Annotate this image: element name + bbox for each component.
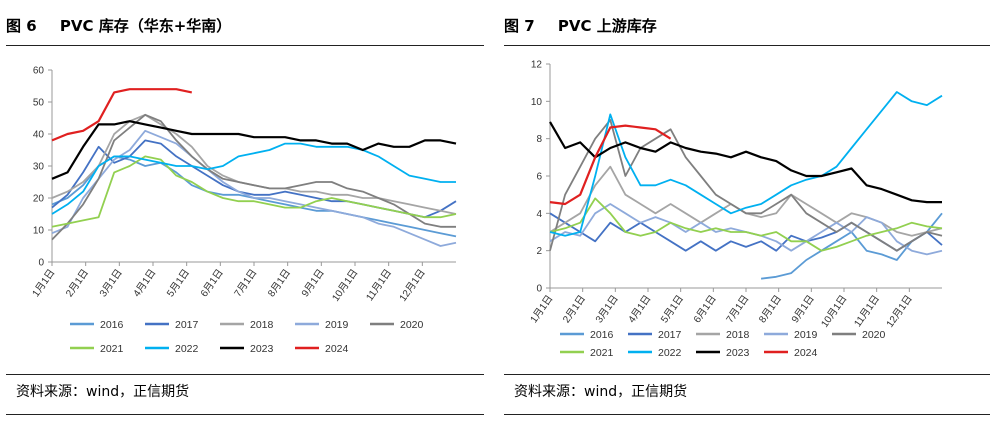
x-tick-label: 3月1日 bbox=[593, 293, 621, 325]
y-tick-label: 0 bbox=[536, 284, 542, 295]
y-tick-label: 8 bbox=[536, 134, 542, 145]
figure-title: PVC 上游库存 bbox=[557, 17, 657, 35]
legend-label-2021: 2021 bbox=[100, 343, 124, 355]
middle-rule bbox=[504, 374, 990, 375]
source-note: 资料来源：wind，正信期货 bbox=[16, 384, 190, 400]
x-tick-label: 9月1日 bbox=[789, 293, 817, 325]
legend-label-2022: 2022 bbox=[658, 347, 682, 359]
chart-panel-left: 图 6 PVC 库存（华东+华南） 0 10 20 30 40 50 60 1月1日 2月1日 3… bbox=[0, 0, 490, 432]
middle-rule bbox=[6, 374, 484, 375]
y-tick-label: 2 bbox=[536, 246, 542, 257]
y-tick-label: 4 bbox=[536, 209, 542, 220]
figure-number: 图 6 bbox=[6, 17, 37, 35]
series-line-2021 bbox=[51, 155, 457, 228]
y-tick-label: 12 bbox=[531, 60, 543, 71]
x-tick-label: 2月1日 bbox=[63, 267, 91, 299]
legend-label-2019: 2019 bbox=[325, 319, 349, 331]
series-line-2019 bbox=[51, 129, 457, 247]
upstream-inventory-line-chart: 0 2 4 6 8 10 12 1月1日 2月1日 3月1日 4月1日 5月1日 6月1日 7月1日 8月1… bbox=[528, 60, 943, 359]
legend-label-2023: 2023 bbox=[726, 347, 750, 359]
y-tick-label: 40 bbox=[33, 130, 45, 141]
series-line-2023 bbox=[549, 121, 942, 204]
top-rule bbox=[504, 45, 990, 46]
series-line-2018 bbox=[51, 113, 457, 215]
legend-label-2018: 2018 bbox=[250, 319, 274, 331]
series-line-2024 bbox=[51, 88, 193, 142]
x-tick-label: 10月1日 bbox=[819, 293, 850, 330]
legend-label-2017: 2017 bbox=[658, 329, 682, 341]
x-tick-label: 11月1日 bbox=[852, 293, 882, 329]
x-tick-label: 2月1日 bbox=[560, 293, 588, 325]
legend-label-2024: 2024 bbox=[325, 343, 349, 355]
series-line-2022 bbox=[51, 142, 456, 215]
series-line-2020 bbox=[51, 113, 456, 241]
x-tick-label: 12月1日 bbox=[397, 267, 428, 304]
x-tick-label: 1月1日 bbox=[528, 293, 556, 325]
x-tick-label: 8月1日 bbox=[265, 267, 293, 299]
x-tick-label: 5月1日 bbox=[164, 267, 192, 299]
x-tick-label: 4月1日 bbox=[626, 293, 654, 325]
series-line-2020 bbox=[549, 119, 943, 252]
series-line-2021 bbox=[549, 197, 943, 252]
legend-label-2020: 2020 bbox=[862, 329, 886, 341]
x-tick-label: 12月1日 bbox=[884, 293, 915, 330]
y-tick-label: 10 bbox=[531, 97, 543, 108]
series-line-2022 bbox=[549, 91, 943, 237]
x-tick-label: 7月1日 bbox=[724, 293, 752, 325]
legend-label-2022: 2022 bbox=[175, 343, 199, 355]
x-tick-label: 6月1日 bbox=[691, 293, 719, 325]
y-tick-label: 30 bbox=[33, 162, 45, 173]
legend-label-2016: 2016 bbox=[590, 329, 614, 341]
legend-label-2023: 2023 bbox=[250, 343, 274, 355]
x-tick-label: 5月1日 bbox=[658, 293, 686, 325]
inventory-line-chart: 0 10 20 30 40 50 60 1月1日 2月1日 3月1日 4月1日 5月1日 6月1日 7月1… bbox=[30, 66, 457, 355]
x-tick-label: 10月1日 bbox=[330, 267, 361, 304]
x-tick-label: 3月1日 bbox=[97, 267, 125, 299]
figure-title: PVC 库存（华东+华南） bbox=[59, 17, 232, 35]
bottom-rule bbox=[504, 414, 990, 415]
x-tick-label: 8月1日 bbox=[756, 293, 784, 325]
y-tick-label: 50 bbox=[33, 98, 45, 109]
x-tick-label: 6月1日 bbox=[198, 267, 226, 299]
x-tick-label: 9月1日 bbox=[299, 267, 327, 299]
chart-title-right: 图 7 PVC 上游库存 bbox=[504, 8, 657, 44]
chart-title-left: 图 6 PVC 库存（华东+华南） bbox=[6, 8, 231, 44]
series-line-2023 bbox=[51, 120, 457, 180]
source-note: 资料来源：wind，正信期货 bbox=[514, 384, 688, 400]
legend-label-2020: 2020 bbox=[400, 319, 424, 331]
series-line-2024 bbox=[549, 124, 672, 206]
x-tick-label: 4月1日 bbox=[131, 267, 159, 299]
legend-label-2016: 2016 bbox=[100, 319, 124, 331]
y-tick-label: 20 bbox=[33, 194, 45, 205]
chart-panel-right: 图 7 PVC 上游库存 0 2 4 6 8 10 12 1月1日 2月1日 3月1日 4月1日 5月… bbox=[498, 0, 994, 432]
x-tick-label: 7月1日 bbox=[232, 267, 260, 299]
y-tick-label: 6 bbox=[536, 172, 542, 183]
x-tick-label: 11月1日 bbox=[364, 267, 394, 303]
legend-label-2024: 2024 bbox=[794, 347, 818, 359]
top-rule bbox=[6, 45, 484, 46]
y-tick-label: 0 bbox=[38, 258, 44, 269]
legend-label-2019: 2019 bbox=[794, 329, 818, 341]
y-tick-label: 60 bbox=[33, 66, 45, 77]
legend-label-2017: 2017 bbox=[175, 319, 199, 331]
legend-label-2018: 2018 bbox=[726, 329, 750, 341]
y-tick-label: 10 bbox=[33, 226, 45, 237]
bottom-rule bbox=[6, 414, 484, 415]
x-tick-label: 1月1日 bbox=[30, 267, 58, 299]
series-line-2016 bbox=[51, 155, 457, 238]
figure-number: 图 7 bbox=[504, 17, 535, 35]
legend-label-2021: 2021 bbox=[590, 347, 614, 359]
